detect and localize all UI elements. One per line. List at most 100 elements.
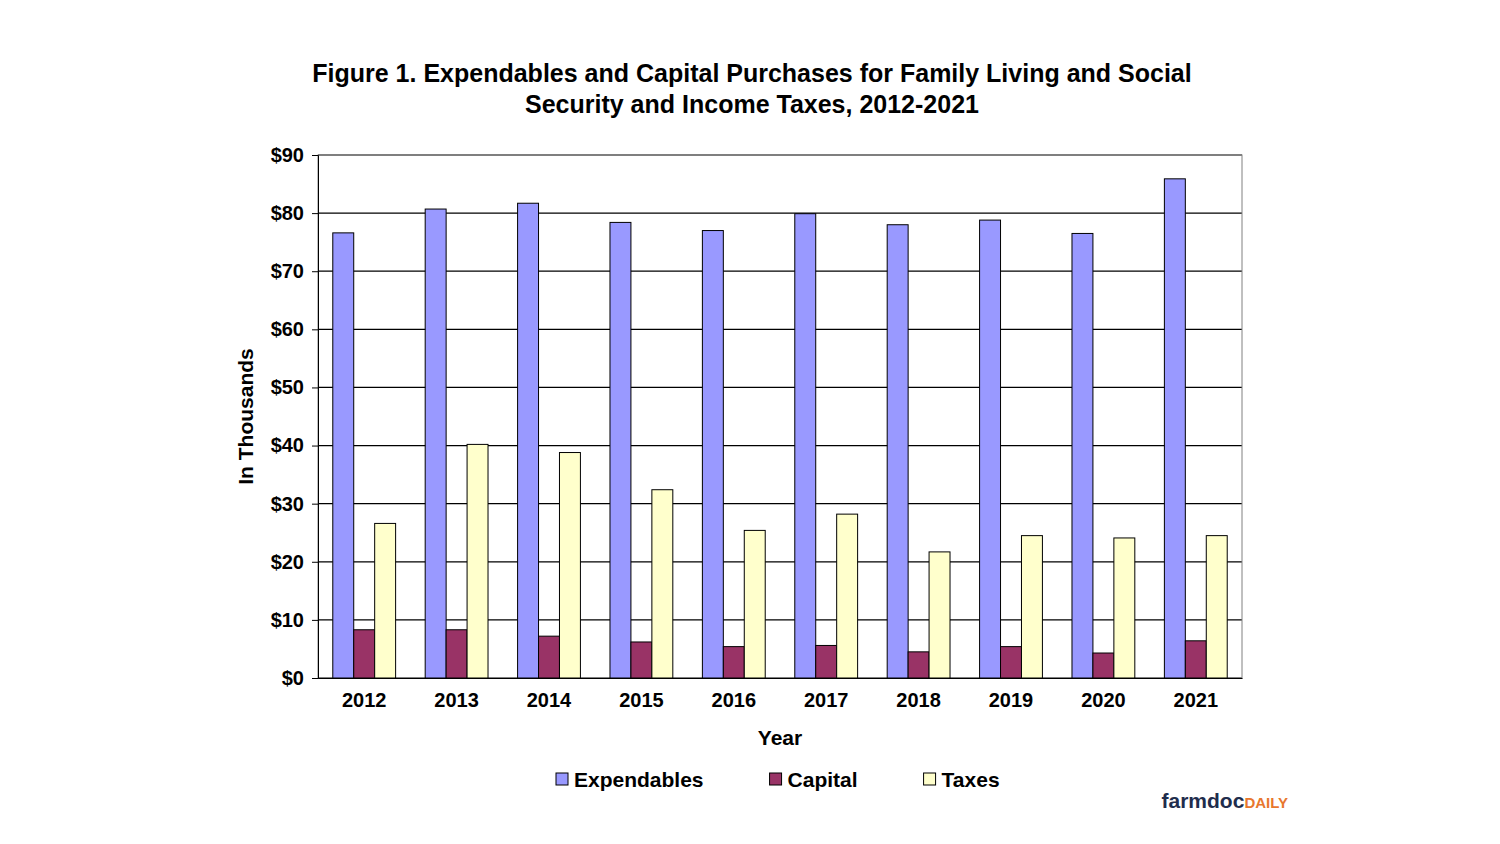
bar [837,514,858,678]
chart: Figure 1. Expendables and Capital Purcha… [0,0,1500,844]
x-tick-label: 2018 [896,689,941,711]
legend-label: Capital [788,768,858,791]
bar [375,523,396,678]
plot-frame [318,155,1242,678]
y-tick-label: $30 [271,493,304,515]
y-tick-mark [312,620,318,621]
bar [980,220,1001,678]
y-tick-mark [312,678,318,679]
legend-swatch [556,773,568,785]
legend-swatch [770,773,782,785]
x-tick: 2021 [1174,678,1219,711]
x-tick: 2013 [434,678,479,711]
y-tick: $70 [271,260,318,282]
grid-line [318,213,1242,214]
y-tick: $30 [271,493,318,515]
x-tick: 2014 [527,678,572,711]
bar [1185,641,1206,678]
y-tick-label: $10 [271,609,304,631]
bar [631,642,652,678]
x-tick-label: 2016 [712,689,757,711]
y-tick: $40 [271,434,318,456]
bar [1114,538,1135,678]
x-tick: 2015 [619,678,664,711]
bar [539,636,560,678]
y-tick-label: $90 [271,144,304,166]
bar [559,453,580,678]
grid-line [318,271,1242,272]
bar [652,490,673,678]
bar [467,444,488,678]
title-line: Security and Income Taxes, 2012-2021 [525,90,979,118]
bar [723,647,744,678]
source-part: farmdoc [1162,789,1245,812]
source: farmdocDAILY [1162,789,1288,812]
legend-swatch [924,773,936,785]
x-tick-label: 2015 [619,689,664,711]
bars [333,179,1227,678]
bar [1001,647,1022,678]
y-tick-label: $20 [271,551,304,573]
source-part: DAILY [1244,794,1288,811]
bar [354,630,375,678]
y-tick-mark [312,562,318,563]
legend-label: Expendables [574,768,704,791]
x-tick-label: 2013 [434,689,479,711]
bar [908,652,929,678]
x-tick: 2018 [896,678,941,711]
legend: Expendables Capital Taxes [556,768,1000,791]
series [333,179,1186,678]
y-tick: $50 [271,376,318,398]
legend-item: Expendables [556,768,704,791]
y-tick: $60 [271,318,318,340]
x-tick: 2012 [342,678,387,711]
bar [518,203,539,678]
y-tick-mark [312,213,318,214]
bar [929,552,950,678]
y-tick-mark [312,504,318,505]
grid-line [318,619,1242,620]
x-tick-label: 2019 [989,689,1034,711]
x-tick: 2019 [989,678,1034,711]
x-tick-label: 2020 [1081,689,1126,711]
y-tick-label: $80 [271,202,304,224]
plot: $0$10$20$30$40$50$60$70$80$9020122013201… [271,144,1243,711]
legend-label: Taxes [942,768,1000,791]
x-tick-label: 2014 [527,689,572,711]
series [375,444,1228,678]
x-tick-label: 2021 [1174,689,1219,711]
y-tick: $0 [282,667,318,689]
bar [816,645,837,678]
legend-item: Capital [770,768,858,791]
x-axis-title: Year [758,726,802,749]
bar [446,630,467,678]
y-tick-label: $60 [271,318,304,340]
x-tick: 2017 [804,678,849,711]
bar [702,231,723,678]
title-line: Figure 1. Expendables and Capital Purcha… [312,59,1191,87]
y-tick-label: $40 [271,434,304,456]
y-tick-label: $70 [271,260,304,282]
y-tick: $90 [271,144,318,166]
y-axis-line [312,156,319,679]
grid-line [318,329,1242,330]
bar [425,209,446,678]
grid-line [318,561,1242,562]
y-axis-title: In Thousands [234,348,257,485]
y-tick-mark [312,155,318,156]
bar [1021,536,1042,678]
grid-line [318,387,1242,388]
y-tick: $80 [271,202,318,224]
bar [744,530,765,678]
legend-item: Taxes [924,768,1000,791]
x-tick: 2020 [1081,678,1126,711]
y-tick-label: $0 [282,667,304,689]
grid [318,155,1242,678]
bar [887,225,908,678]
x-tick: 2016 [712,678,757,711]
bar [333,233,354,678]
x-tick-label: 2012 [342,689,387,711]
bar [795,214,816,678]
x-axis: 2012 2013 2014 2015 2016 2017 2018 2019 2020 2021 [319,678,1243,711]
bar [1093,653,1114,678]
